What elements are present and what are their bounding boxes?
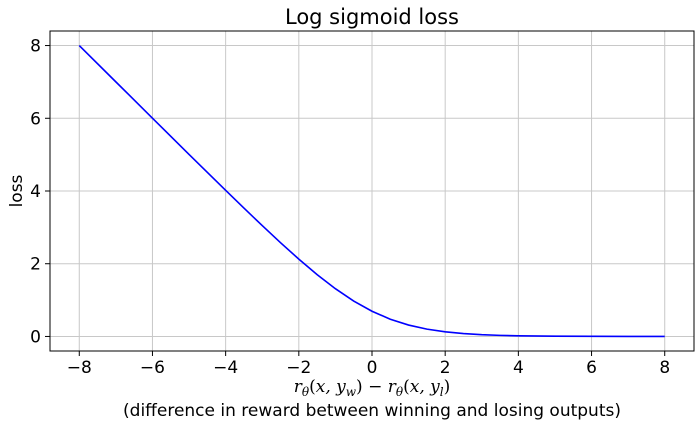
x-tick-label: −4 bbox=[213, 358, 238, 378]
x-tick-label: 0 bbox=[367, 358, 378, 378]
x-axis-label-formula: rθ(x, yw) − rθ(x, yl) bbox=[294, 377, 450, 399]
x-tick-label: −8 bbox=[67, 358, 92, 378]
y-tick-label: 6 bbox=[30, 109, 41, 129]
y-axis-label: loss bbox=[7, 174, 27, 207]
y-tick-label: 8 bbox=[30, 37, 41, 57]
x-tick-label: 6 bbox=[586, 358, 597, 378]
x-tick-label: 4 bbox=[513, 358, 524, 378]
y-tick-label: 0 bbox=[30, 327, 41, 347]
y-tick-label: 4 bbox=[30, 182, 41, 202]
x-axis-ticks: −8 −6 −4 −2 0 2 4 6 8 bbox=[67, 351, 670, 378]
loss-series-line bbox=[78, 44, 665, 338]
x-tick-label: 2 bbox=[440, 358, 451, 378]
x-tick-label: 8 bbox=[659, 358, 670, 378]
x-axis-label-description: (difference in reward between winning an… bbox=[123, 401, 621, 421]
y-axis-ticks: 0 2 4 6 8 bbox=[30, 37, 50, 347]
chart-title: Log sigmoid loss bbox=[285, 5, 459, 29]
y-tick-label: 2 bbox=[30, 255, 41, 275]
x-tick-label: −2 bbox=[286, 358, 311, 378]
x-tick-label: −6 bbox=[140, 358, 165, 378]
